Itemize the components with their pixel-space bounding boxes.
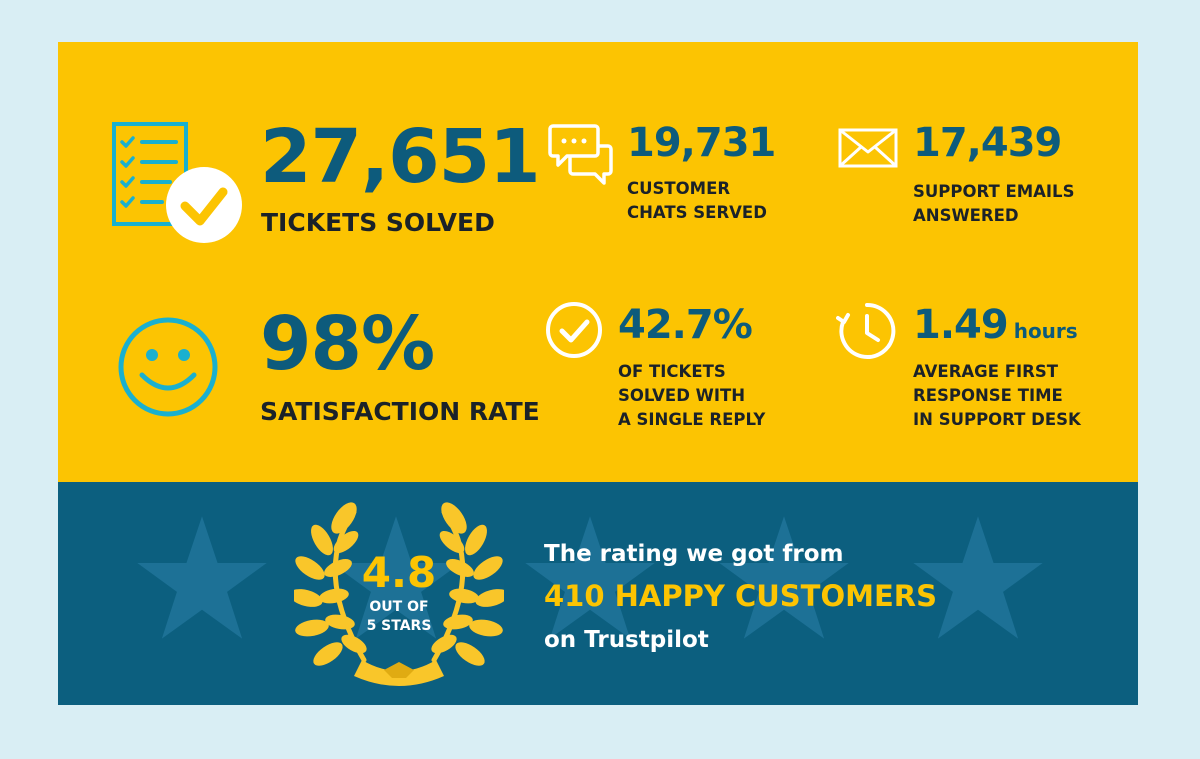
response-time-value-wrap: 1.49 hours (913, 304, 1078, 352)
rating-panel: 4.8 OUT OF 5 STARS The rating we got fro… (58, 482, 1138, 705)
response-time-unit: hours (1013, 319, 1078, 343)
checklist-icon (110, 120, 246, 254)
chat-bubbles-icon (548, 122, 614, 190)
chats-served-label-line1: CUSTOMER (627, 179, 731, 198)
rating-caption-line3: on Trustpilot (544, 627, 709, 653)
emails-answered-value: 17,439 (913, 120, 1062, 166)
rating-sub-line1: OUT OF (369, 599, 429, 615)
rating-caption-line1: The rating we got from (544, 541, 844, 567)
clock-icon (836, 300, 898, 366)
background-star-icon (137, 516, 267, 639)
envelope-icon (838, 128, 898, 172)
satisfaction-value: 98% (260, 301, 435, 387)
single-reply-value: 42.7% (618, 302, 753, 348)
satisfaction-label: SATISFACTION RATE (260, 397, 540, 426)
smiley-icon (116, 315, 220, 423)
single-reply-label-line1: OF TICKETS (618, 362, 726, 381)
background-star-icon (525, 516, 655, 639)
infographic-card: 27,651 TICKETS SOLVED 19,731 CUSTOMER CH… (58, 42, 1138, 705)
check-circle-icon (544, 300, 604, 364)
single-reply-label-line2: SOLVED WITH (618, 386, 746, 405)
emails-answered-label-line1: SUPPORT EMAILS (913, 182, 1075, 201)
rating-caption-highlight: 410 HAPPY CUSTOMERS (544, 579, 937, 613)
laurel-wreath-icon (289, 500, 509, 694)
response-time-label-line3: IN SUPPORT DESK (913, 410, 1081, 429)
background-star-icon (331, 516, 461, 639)
emails-answered-label-line2: ANSWERED (913, 206, 1019, 225)
background-star-icon (913, 516, 1043, 639)
response-time-label-line2: RESPONSE TIME (913, 386, 1063, 405)
tickets-solved-value: 27,651 (260, 114, 541, 200)
rating-sub-line2: 5 STARS (366, 618, 432, 634)
response-time-value: 1.49 (913, 302, 1009, 348)
response-time-label-line1: AVERAGE FIRST (913, 362, 1058, 381)
background-star-icon (719, 516, 849, 639)
single-reply-label-line3: A SINGLE REPLY (618, 410, 766, 429)
chats-served-value: 19,731 (627, 120, 776, 166)
chats-served-label-line2: CHATS SERVED (627, 203, 767, 222)
rating-value: 4.8 (361, 548, 437, 597)
tickets-solved-label: TICKETS SOLVED (261, 208, 495, 237)
stats-panel: 27,651 TICKETS SOLVED 19,731 CUSTOMER CH… (58, 42, 1138, 482)
